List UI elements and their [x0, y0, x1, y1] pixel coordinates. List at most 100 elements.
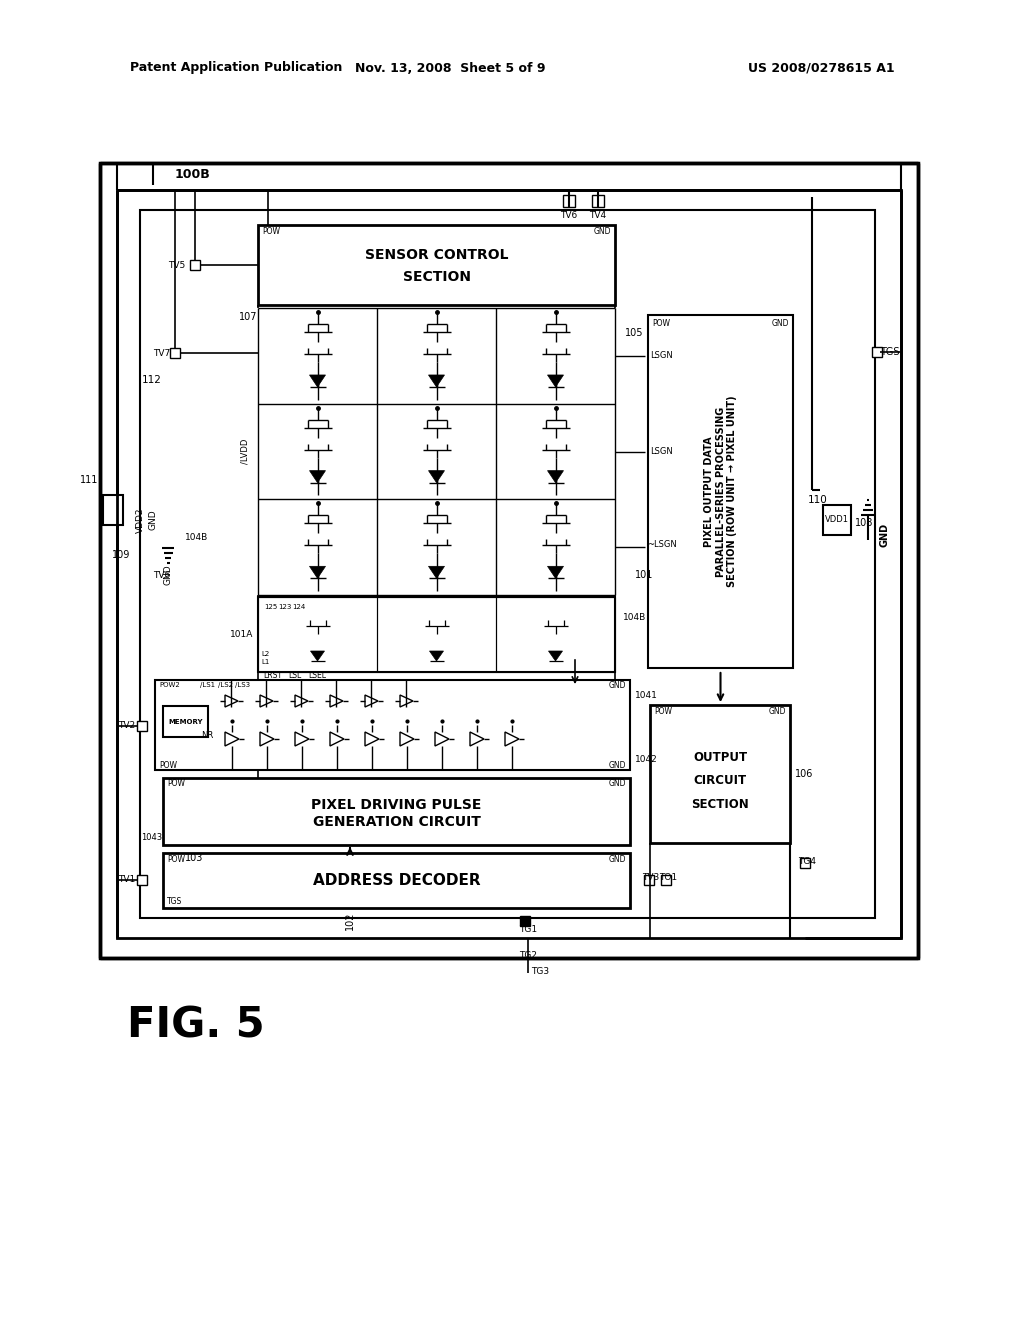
- Text: GND: GND: [608, 760, 626, 770]
- Text: TV5: TV5: [168, 260, 185, 269]
- Text: 123: 123: [278, 605, 292, 610]
- Bar: [258, 597, 615, 672]
- Bar: [800, 858, 810, 869]
- Polygon shape: [309, 375, 326, 387]
- Text: GENERATION CIRCUIT: GENERATION CIRCUIT: [312, 814, 480, 829]
- Text: POW2: POW2: [159, 682, 180, 688]
- Bar: [823, 506, 851, 535]
- Bar: [872, 347, 882, 356]
- Text: 108: 108: [855, 517, 873, 528]
- Bar: [103, 495, 123, 525]
- Text: 1043: 1043: [141, 833, 162, 842]
- Bar: [190, 260, 200, 271]
- Text: GND: GND: [768, 708, 786, 717]
- Text: 109: 109: [112, 550, 130, 560]
- Polygon shape: [428, 566, 444, 578]
- Bar: [163, 777, 630, 845]
- Text: 110: 110: [808, 495, 827, 506]
- Text: /LS1: /LS1: [200, 682, 215, 688]
- Text: TGS: TGS: [880, 347, 899, 356]
- Text: TV7: TV7: [153, 348, 170, 358]
- Text: LRST: LRST: [263, 671, 282, 680]
- Text: POW: POW: [654, 708, 672, 717]
- Text: 105: 105: [625, 327, 643, 338]
- Text: MEMORY: MEMORY: [168, 718, 203, 725]
- Text: POW: POW: [167, 780, 185, 788]
- Text: POW: POW: [167, 855, 185, 865]
- Text: TV4: TV4: [590, 210, 606, 219]
- Text: TV2: TV2: [118, 722, 135, 730]
- Text: TV1: TV1: [118, 875, 135, 884]
- Text: GND: GND: [608, 780, 626, 788]
- Bar: [100, 162, 918, 958]
- Bar: [644, 875, 654, 884]
- Text: 104B: 104B: [185, 533, 208, 543]
- Text: 1041: 1041: [635, 690, 657, 700]
- Text: LSEL: LSEL: [308, 671, 326, 680]
- Text: TV6: TV6: [153, 570, 170, 579]
- Text: GND: GND: [150, 510, 158, 531]
- Text: 112: 112: [142, 375, 162, 385]
- Bar: [137, 721, 147, 731]
- Text: /LVDD: /LVDD: [240, 438, 249, 465]
- Text: ~LSGN: ~LSGN: [647, 540, 677, 549]
- Polygon shape: [548, 566, 563, 578]
- Text: GND: GND: [880, 523, 890, 546]
- Text: /LS3: /LS3: [234, 682, 250, 688]
- Text: TG4: TG4: [798, 858, 816, 866]
- Text: TG3: TG3: [530, 968, 549, 977]
- Text: 101: 101: [635, 570, 653, 579]
- Bar: [520, 916, 530, 927]
- Text: VDD2: VDD2: [136, 507, 145, 533]
- Bar: [592, 195, 604, 207]
- Polygon shape: [549, 651, 562, 661]
- Text: TV3: TV3: [642, 873, 659, 882]
- Text: TO1: TO1: [658, 873, 677, 882]
- Text: PIXEL OUTPUT DATA
PARALLEL-SERIES PROCESSING
SECTION (ROW UNIT → PIXEL UNIT): PIXEL OUTPUT DATA PARALLEL-SERIES PROCES…: [703, 396, 737, 587]
- Text: FIG. 5: FIG. 5: [127, 1005, 264, 1045]
- Text: 1042: 1042: [635, 755, 657, 764]
- Text: POW: POW: [652, 318, 670, 327]
- Text: VDD1: VDD1: [825, 516, 849, 524]
- Text: TG2: TG2: [519, 950, 537, 960]
- Polygon shape: [310, 651, 325, 661]
- Bar: [137, 875, 147, 884]
- Bar: [258, 224, 615, 305]
- Bar: [117, 190, 901, 939]
- Text: OUTPUT: OUTPUT: [693, 751, 748, 764]
- Text: 100B: 100B: [175, 169, 211, 181]
- Text: 125: 125: [264, 605, 278, 610]
- Text: TG1: TG1: [519, 925, 537, 935]
- Polygon shape: [428, 471, 444, 483]
- Bar: [170, 348, 180, 358]
- Text: LSGN: LSGN: [650, 447, 673, 455]
- Text: GND: GND: [594, 227, 611, 235]
- Text: POW: POW: [262, 227, 280, 235]
- Text: TV6: TV6: [560, 210, 578, 219]
- Text: CIRCUIT: CIRCUIT: [693, 775, 746, 788]
- Bar: [648, 315, 793, 668]
- Text: 101A: 101A: [229, 630, 253, 639]
- Text: SECTION: SECTION: [402, 271, 470, 284]
- Text: 103: 103: [185, 853, 204, 863]
- Polygon shape: [429, 651, 443, 661]
- Text: POW: POW: [159, 760, 177, 770]
- Bar: [662, 875, 671, 884]
- Text: L1: L1: [261, 659, 269, 665]
- Text: GND: GND: [608, 681, 626, 689]
- Bar: [650, 705, 790, 843]
- Text: 102: 102: [345, 912, 355, 931]
- Bar: [377, 597, 496, 672]
- Text: PIXEL DRIVING PULSE: PIXEL DRIVING PULSE: [311, 797, 481, 812]
- Bar: [163, 706, 208, 737]
- Text: 104B: 104B: [623, 612, 646, 622]
- Polygon shape: [309, 566, 326, 578]
- Text: GND: GND: [164, 565, 172, 585]
- Text: Nov. 13, 2008  Sheet 5 of 9: Nov. 13, 2008 Sheet 5 of 9: [354, 62, 545, 74]
- Bar: [163, 853, 630, 908]
- Text: 124: 124: [292, 605, 305, 610]
- Bar: [140, 210, 874, 917]
- Text: GND: GND: [771, 318, 790, 327]
- Text: LSGN: LSGN: [650, 351, 673, 360]
- Bar: [258, 597, 377, 672]
